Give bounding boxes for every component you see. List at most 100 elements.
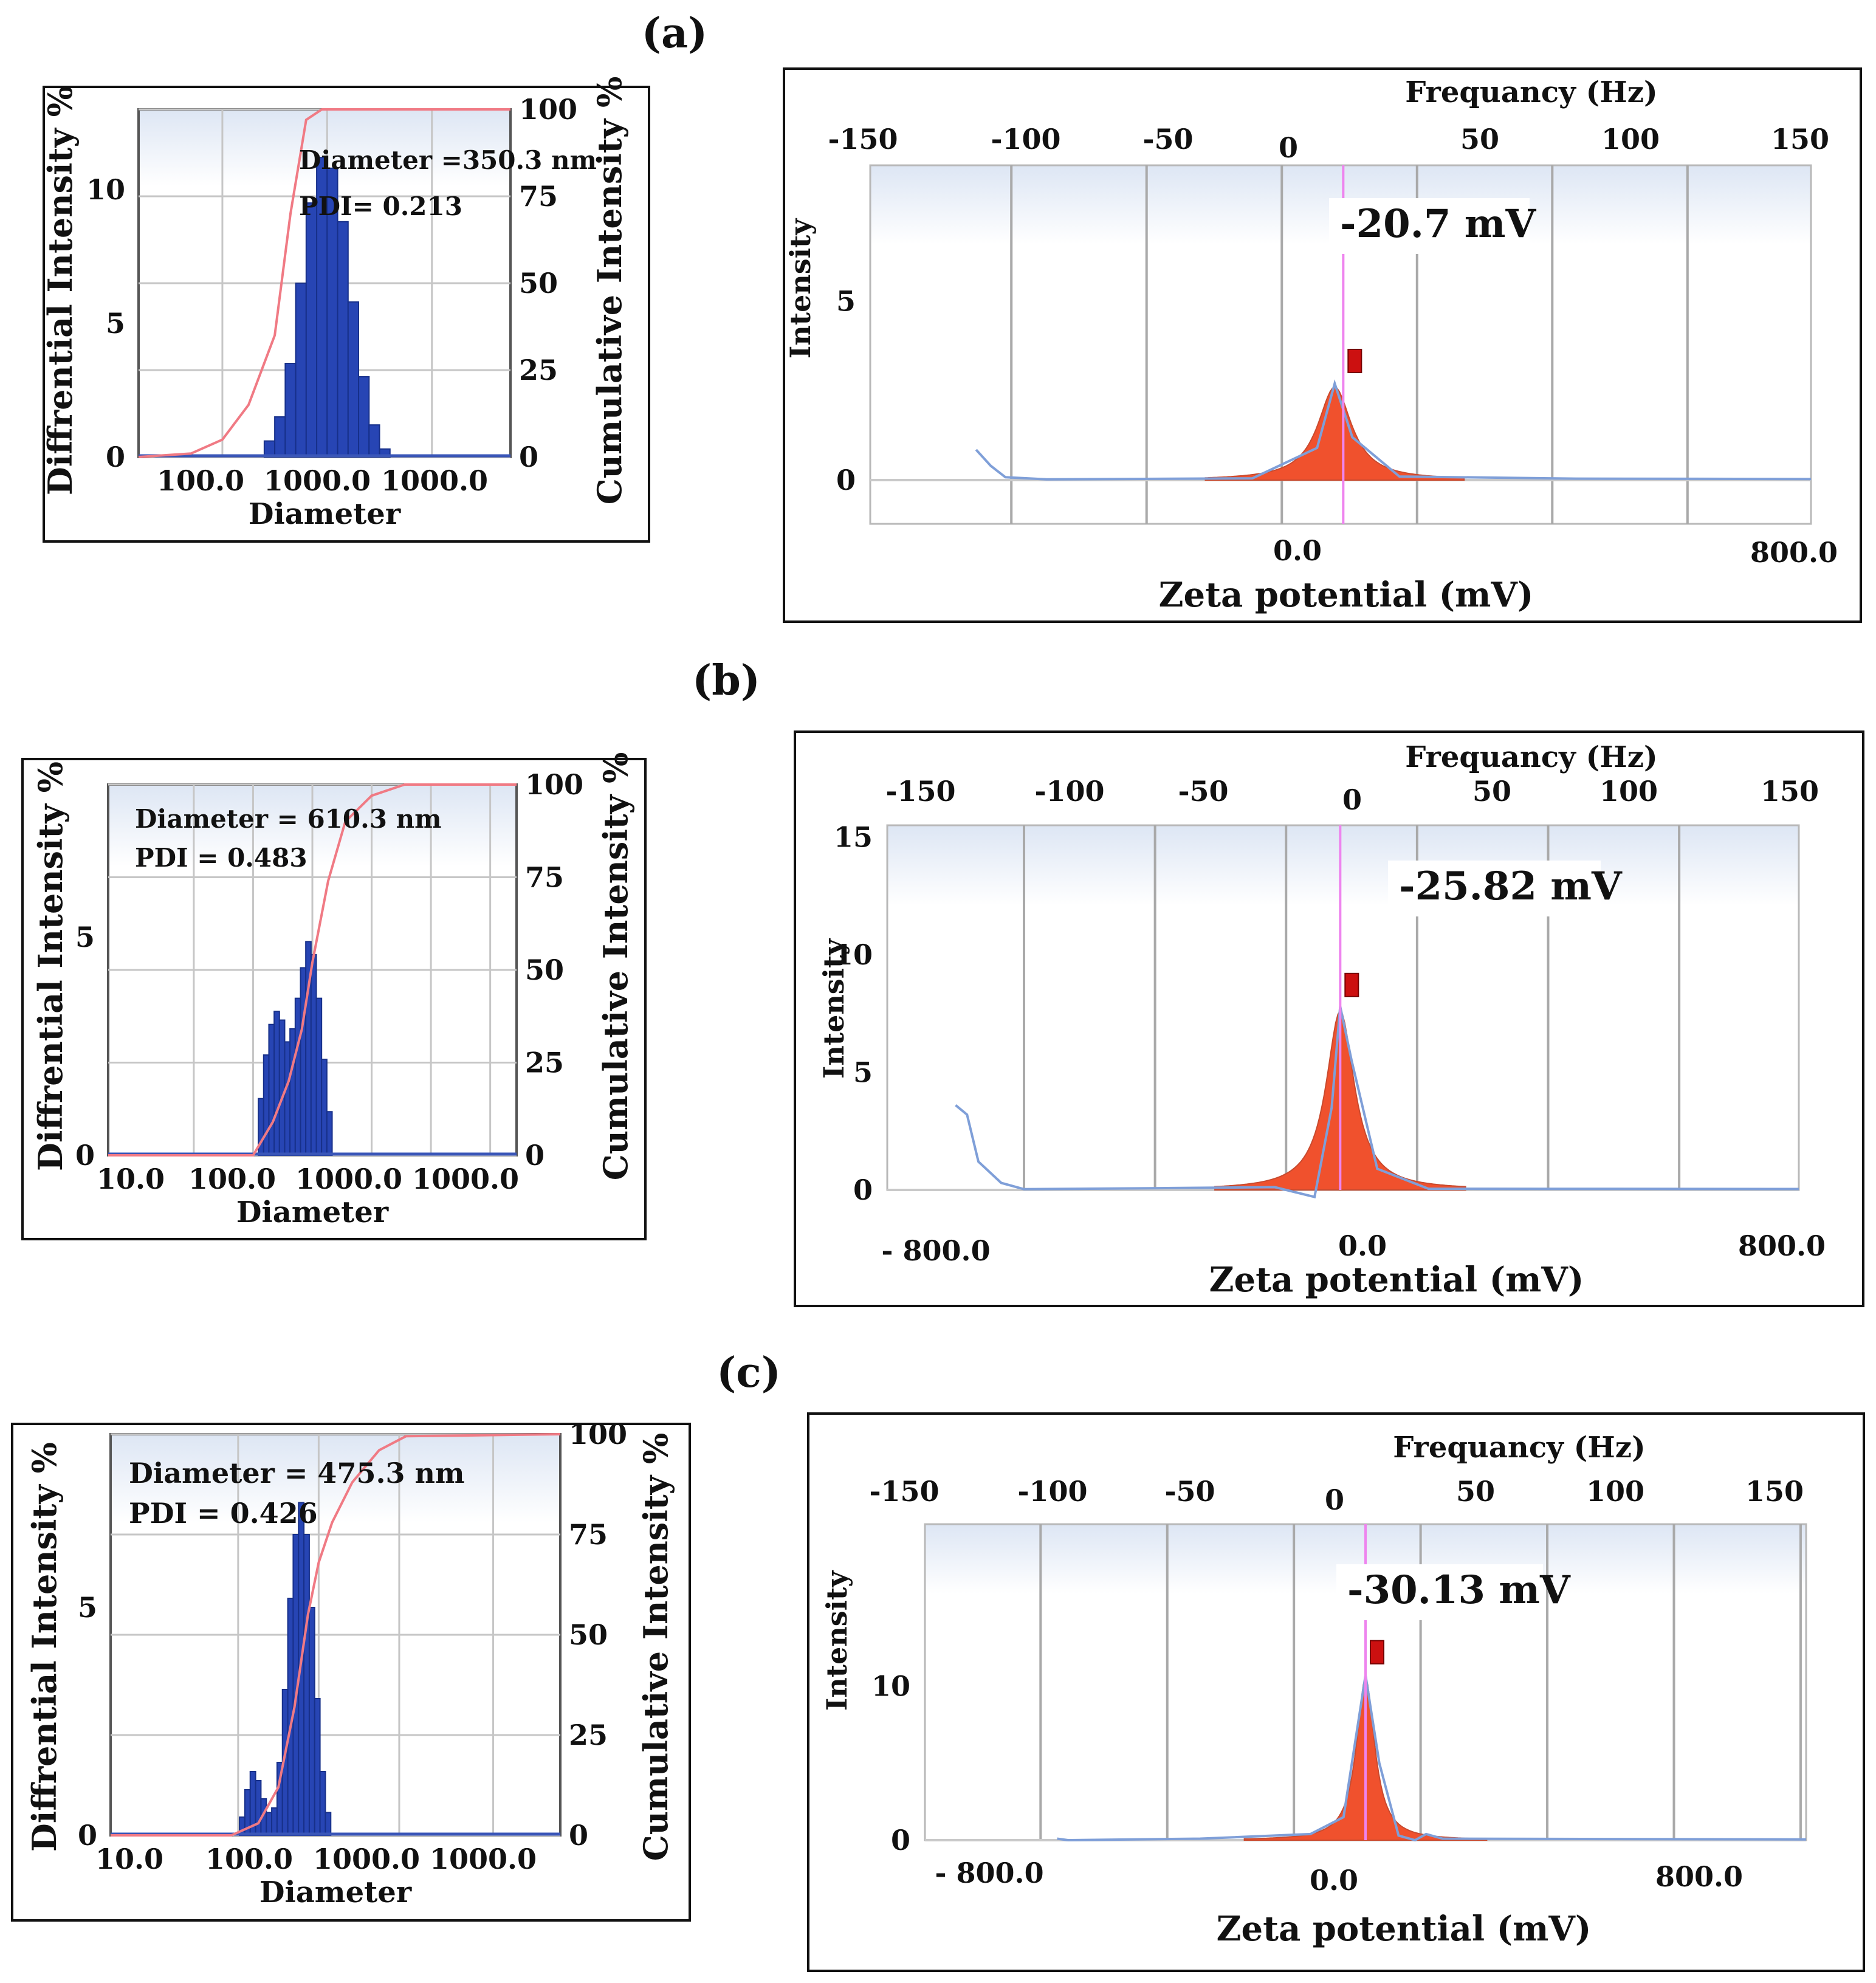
y-tick-label: 0 (75, 1139, 95, 1172)
annotation-backing (1388, 861, 1601, 916)
x-tick-label: 800.0 (1750, 536, 1838, 569)
y-axis-title: Diffrential Intensity % (31, 761, 70, 1171)
y-tick-label: 0 (106, 441, 125, 473)
y-tick-label: 5 (836, 285, 856, 318)
annotation-backing (1336, 1564, 1543, 1620)
x-tick-label: 1000.0 (381, 464, 488, 497)
x-tick-label: 1000.0 (313, 1843, 420, 1875)
histogram-bar (300, 967, 307, 1156)
y-tick-label: 0 (836, 464, 856, 497)
frequency-axis-title: Frequancy (Hz) (1393, 1431, 1645, 1465)
histogram-bar (358, 376, 370, 458)
histogram-bar (255, 1780, 262, 1836)
y-tick-label: 15 (834, 820, 873, 853)
y-axis-title: Intensity (784, 218, 817, 359)
x-tick-label: 800.0 (1738, 1229, 1826, 1262)
frequency-axis-title: Frequancy (Hz) (1405, 75, 1657, 109)
frequency-tick-label: 0 (1342, 783, 1362, 816)
frequency-tick-label: 0 (1279, 131, 1298, 164)
intensity-line (975, 379, 1812, 481)
intensity-line (1057, 1675, 1807, 1842)
y2-tick-label: 100 (525, 768, 583, 801)
histogram-bar (314, 1698, 321, 1836)
y-axis-title: Diffrential Intensity % (41, 86, 80, 495)
x-axis-title: Zeta potential (mV) (1209, 1260, 1584, 1300)
histogram-bar (321, 1059, 328, 1156)
diameter-label: Diameter =350.3 nm (299, 145, 597, 175)
frequency-tick-label: 100 (1599, 775, 1658, 808)
x-tick-label: 100.0 (188, 1163, 276, 1195)
y2-tick-label: 75 (569, 1518, 608, 1551)
frequency-tick-label: -50 (1164, 1475, 1215, 1508)
zeta-value-label: -25.82 mV (1399, 864, 1623, 909)
intensity-line (955, 1006, 1799, 1199)
frequency-tick-label: 0 (1325, 1483, 1344, 1516)
cumulative-line (138, 108, 510, 458)
y-tick-label: 5 (106, 307, 125, 340)
y-tick-label: 10 (871, 1669, 910, 1702)
x-tick-label: 1000.0 (264, 464, 371, 497)
pdi-label: PDI= 0.213 (299, 191, 462, 221)
x-tick-label: 0.0 (1273, 534, 1322, 567)
histogram-bar (295, 283, 307, 458)
histogram-bar (273, 1011, 280, 1156)
y2-tick-label: 0 (519, 441, 538, 473)
y2-tick-label: 50 (525, 954, 564, 986)
histogram-bar (308, 1607, 315, 1836)
x-tick-label: - 800.0 (935, 1857, 1043, 1889)
histogram-bar (305, 202, 318, 458)
histogram-bar (315, 997, 323, 1156)
x-axis-title: Zeta potential (mV) (1159, 575, 1534, 615)
y-tick-label: 5 (75, 921, 95, 954)
frequency-tick-label: -100 (1034, 775, 1104, 808)
frequency-tick-label: 150 (1745, 1475, 1804, 1508)
y2-tick-label: 25 (525, 1046, 564, 1079)
peak-marker-box (1344, 972, 1359, 997)
frequency-tick-label: -50 (1142, 123, 1193, 156)
pdi-label: PDI = 0.426 (129, 1497, 318, 1530)
annotation-backing (1329, 198, 1530, 254)
x-tick-label: 0.0 (1310, 1864, 1358, 1897)
y-tick-label: 0 (78, 1819, 97, 1852)
frequency-tick-label: 150 (1771, 123, 1829, 156)
y2-tick-label: 0 (525, 1139, 545, 1172)
x-tick-label: 800.0 (1655, 1860, 1743, 1893)
histogram-bar (303, 1534, 310, 1836)
y-tick-label: 10 (834, 938, 873, 971)
y2-tick-label: 75 (519, 180, 558, 213)
peak-marker-box (1370, 1640, 1384, 1665)
frequency-tick-label: 50 (1460, 123, 1499, 156)
x-tick-label: 100.0 (205, 1843, 293, 1875)
histogram-bar (289, 1028, 296, 1156)
frequency-tick-label: -100 (991, 123, 1060, 156)
diameter-label: Diameter = 475.3 nm (129, 1457, 465, 1490)
histogram-bar (278, 1019, 286, 1156)
frequency-tick-label: 150 (1761, 775, 1819, 808)
y2-axis-title: Cumulative Intensity % (596, 752, 635, 1181)
histogram-bar (294, 997, 301, 1156)
histogram-bar (319, 1771, 326, 1836)
histogram-bar (284, 1041, 291, 1156)
panel-label: (b) (692, 656, 760, 705)
x-axis-title: Zeta potential (mV) (1217, 1909, 1592, 1949)
y2-axis-title: Cumulative Intensity % (590, 77, 629, 505)
frequency-tick-label: -150 (869, 1475, 939, 1508)
zeta-value-label: -20.7 mV (1340, 201, 1536, 247)
histogram-bar (284, 363, 297, 458)
histogram-bar (326, 1111, 333, 1156)
pdi-label: PDI = 0.483 (135, 843, 308, 873)
histogram-bar (274, 416, 286, 458)
histogram-bar (347, 301, 360, 458)
y-tick-label: 5 (78, 1591, 97, 1624)
frequency-tick-label: -50 (1178, 775, 1228, 808)
frequency-tick-label: 100 (1586, 1475, 1644, 1508)
y2-axis-title: Cumulative Intensity % (636, 1433, 675, 1861)
panel-label: (c) (716, 1349, 781, 1397)
y-axis-title: Intensity (820, 1570, 853, 1711)
frequency-axis-title: Frequancy (Hz) (1405, 740, 1657, 774)
